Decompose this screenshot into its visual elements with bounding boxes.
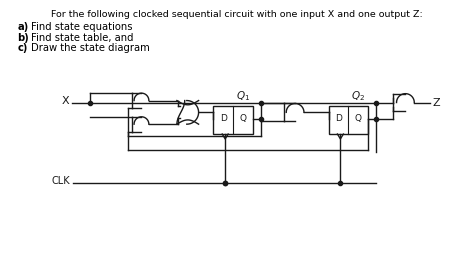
Text: a): a): [18, 22, 28, 32]
Text: Q: Q: [239, 114, 246, 123]
Text: CLK: CLK: [52, 176, 71, 186]
Text: Draw the state diagram: Draw the state diagram: [31, 44, 150, 53]
Text: b): b): [18, 33, 29, 43]
Text: Z: Z: [432, 98, 439, 107]
Text: D: D: [335, 114, 342, 123]
Text: $Q_2$: $Q_2$: [351, 90, 365, 104]
Text: Find state table, and: Find state table, and: [31, 33, 134, 43]
Text: $Q_1$: $Q_1$: [236, 90, 250, 104]
Bar: [213, 106, 253, 134]
Text: Find state equations: Find state equations: [31, 22, 133, 32]
Text: D: D: [220, 114, 227, 123]
Text: Q: Q: [355, 114, 362, 123]
Text: X: X: [62, 95, 70, 106]
Text: For the following clocked sequential circuit with one input X and one output Z:: For the following clocked sequential cir…: [51, 10, 423, 19]
Bar: [328, 106, 368, 134]
Text: c): c): [18, 44, 28, 53]
